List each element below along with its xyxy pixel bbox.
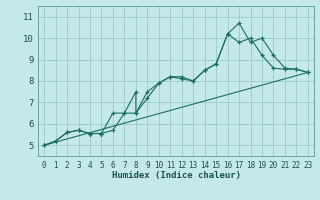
X-axis label: Humidex (Indice chaleur): Humidex (Indice chaleur): [111, 171, 241, 180]
